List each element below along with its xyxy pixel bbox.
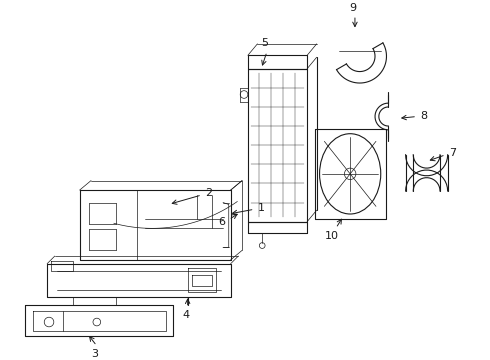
Text: 10: 10 — [325, 231, 339, 241]
Text: 4: 4 — [182, 310, 189, 320]
Text: 6: 6 — [218, 217, 225, 227]
Text: 8: 8 — [420, 111, 427, 121]
Text: 1: 1 — [257, 203, 265, 213]
Text: 5: 5 — [262, 38, 269, 48]
Text: 9: 9 — [349, 3, 357, 13]
Text: 2: 2 — [205, 188, 212, 198]
Text: 3: 3 — [92, 349, 98, 359]
Text: 7: 7 — [449, 148, 456, 158]
